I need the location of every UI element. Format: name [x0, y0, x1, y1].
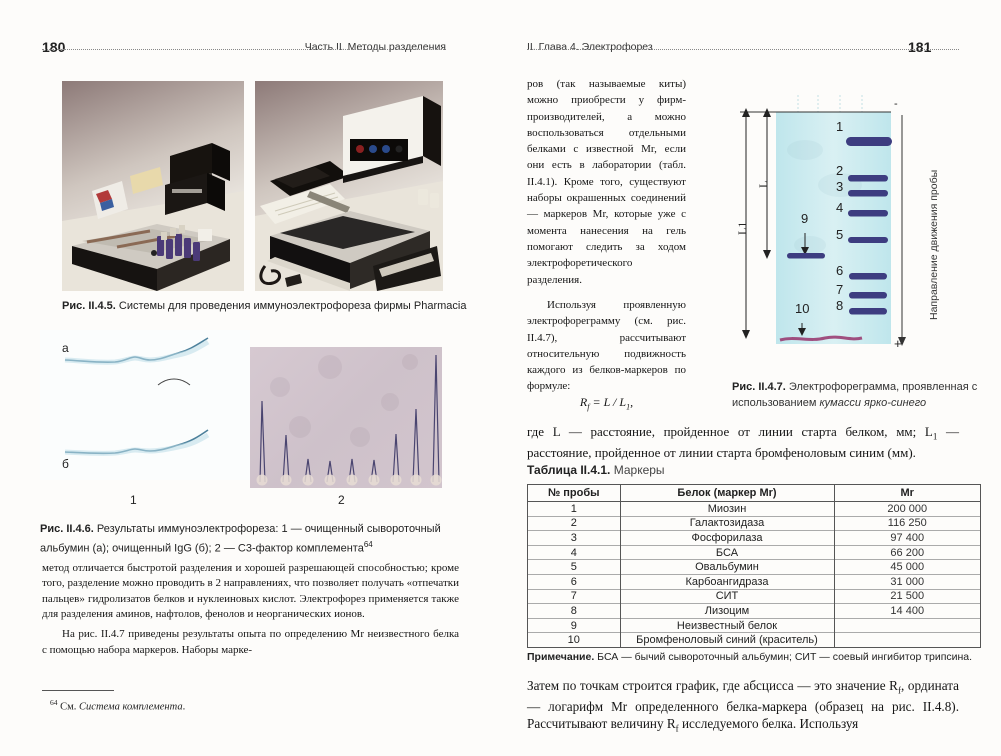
svg-text:L1: L1	[735, 222, 749, 235]
svg-text:8: 8	[836, 298, 843, 313]
svg-text:7: 7	[836, 282, 843, 297]
svg-text:6: 6	[836, 263, 843, 278]
svg-text:a: a	[62, 341, 69, 355]
svg-text:5: 5	[836, 227, 843, 242]
svg-text:б: б	[62, 457, 69, 471]
svg-text:9: 9	[801, 211, 808, 226]
svg-text:L: L	[756, 181, 770, 188]
svg-text:10: 10	[795, 301, 809, 316]
svg-text:4: 4	[836, 200, 843, 215]
svg-text:-: -	[894, 98, 898, 110]
svg-text:2: 2	[836, 163, 843, 178]
svg-text:3: 3	[836, 179, 843, 194]
svg-text:1: 1	[836, 119, 843, 134]
